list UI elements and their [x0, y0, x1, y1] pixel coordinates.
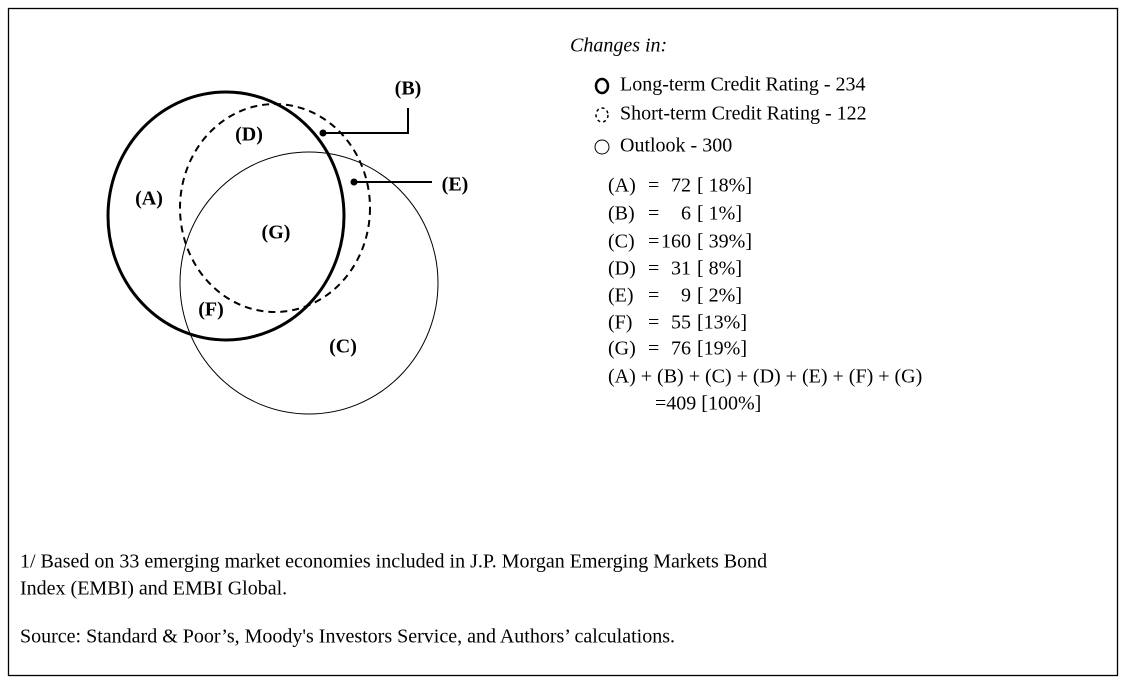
total-expression: (A) + (B) + (C) + (D) + (E) + (F) + (G) [608, 366, 922, 388]
row-count: 9 [681, 285, 691, 307]
notes: 1/ Based on 33 emerging market economies… [20, 551, 767, 648]
legend-icon [595, 107, 609, 123]
row-share: [ 39%] [697, 231, 752, 253]
row-share: [ 2%] [697, 285, 742, 307]
row-equals: = [648, 285, 659, 307]
row-share: [ 18%] [697, 175, 752, 197]
row-count: 160 [661, 231, 691, 253]
row-equals: = [648, 175, 659, 197]
leader-dot [350, 178, 358, 186]
row-label: (B) [608, 203, 635, 225]
row-share: [ 8%] [697, 258, 742, 280]
region-label: (C) [329, 336, 357, 358]
region-labels: (A) (B) (C) (D) (E) (F) (G) [135, 78, 468, 358]
row-equals: = [648, 203, 659, 225]
legend: Long-term Credit Rating - 234 Short-term … [620, 74, 867, 157]
legend-icon [594, 139, 610, 155]
count-table: (A) = 72[ 18%](B) = 6[ 1%](C) = 160[ 39%](D) = 3… [608, 175, 752, 360]
note: 1/ Based on 33 emerging market economies… [20, 551, 767, 573]
leader-b [323, 108, 409, 134]
legend-icon [594, 77, 610, 95]
outlook-circle [179, 151, 439, 415]
row-count: 72 [671, 175, 691, 197]
frame [7, 7, 1119, 677]
region-label: (B) [395, 78, 422, 100]
legend-item: Outlook - 300 [620, 135, 732, 157]
legend-item: Long-term Credit Rating - 234 [620, 74, 866, 96]
short-term-circle [179, 103, 371, 313]
region-label: (F) [198, 299, 224, 321]
note: Index (EMBI) and EMBI Global. [20, 578, 287, 600]
row-label: (G) [608, 338, 636, 360]
total-value: =409 [100%] [655, 393, 761, 415]
region-label: (A) [135, 188, 163, 210]
row-count: 6 [681, 203, 691, 225]
region-label: (D) [235, 124, 263, 146]
row-equals: = [648, 312, 659, 334]
row-equals: = [648, 338, 659, 360]
row-label: (E) [608, 285, 634, 307]
row-share: [19%] [697, 338, 747, 360]
row-label: (D) [608, 258, 636, 280]
long-term-circle [106, 90, 346, 342]
row-label: (C) [608, 231, 635, 253]
region-label: (E) [442, 174, 469, 196]
row-equals: = [648, 231, 659, 253]
row-share: [13%] [697, 312, 747, 334]
legend-item: Short-term Credit Rating - 122 [620, 103, 867, 125]
legend-title: Changes in: [570, 35, 667, 57]
leader-dot [319, 129, 327, 137]
row-equals: = [648, 258, 659, 280]
row-count: 55 [671, 312, 691, 334]
row-label: (A) [608, 175, 636, 197]
row-share: [ 1%] [697, 203, 742, 225]
row-count: 76 [671, 338, 691, 360]
region-label: (G) [262, 222, 291, 244]
note: Source: Standard & Poor’s, Moody's Inves… [20, 626, 675, 648]
row-label: (F) [608, 312, 632, 334]
row-count: 31 [671, 258, 691, 280]
